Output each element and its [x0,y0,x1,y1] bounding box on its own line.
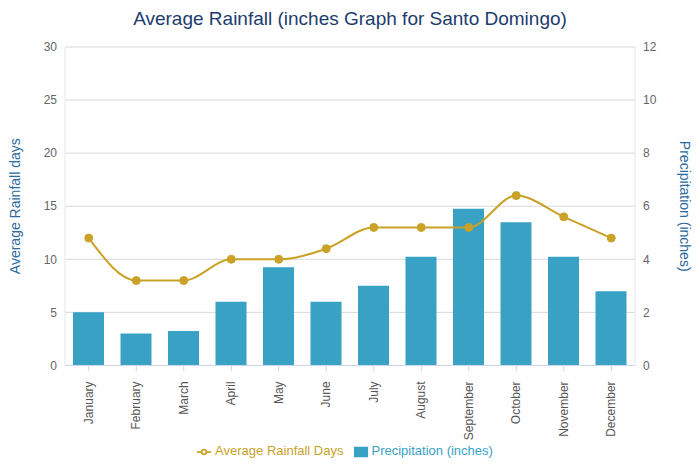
svg-text:December: December [604,381,618,436]
svg-text:March: March [177,381,191,414]
svg-text:Precipitation (inches): Precipitation (inches) [677,141,692,272]
svg-text:September: September [462,381,476,440]
svg-text:November: November [557,381,571,436]
svg-text:0: 0 [50,359,57,373]
html-text:Average Rainfall (inches Graph: Average Rainfall (inches Graph for Santo… [133,8,567,29]
svg-text:May: May [272,381,286,404]
svg-text:4: 4 [643,253,650,267]
svg-text:12: 12 [643,40,657,54]
html-text:Average Rainfall Days: Average Rainfall Days [215,443,344,459]
svg-text:5: 5 [50,306,57,320]
svg-text:July: July [367,381,381,402]
svg-text:10: 10 [44,253,58,267]
svg-text:Average Rainfall days: Average Rainfall days [8,138,23,274]
svg-text:20: 20 [44,146,58,160]
svg-text:August: August [414,381,428,419]
svg-text:June: June [319,381,333,407]
svg-text:January: January [82,381,96,424]
svg-text:October: October [509,381,523,424]
svg-text:0: 0 [643,359,650,373]
html-text:Precipitation (inches): Precipitation (inches) [371,443,493,459]
svg-text:30: 30 [44,40,58,54]
svg-text:25: 25 [44,93,58,107]
svg-text:15: 15 [44,199,58,213]
svg-text:2: 2 [643,306,650,320]
svg-text:8: 8 [643,146,650,160]
svg-text:April: April [224,381,238,405]
svg-text:6: 6 [643,199,650,213]
svg-text:10: 10 [643,93,657,107]
svg-text:February: February [129,381,143,429]
